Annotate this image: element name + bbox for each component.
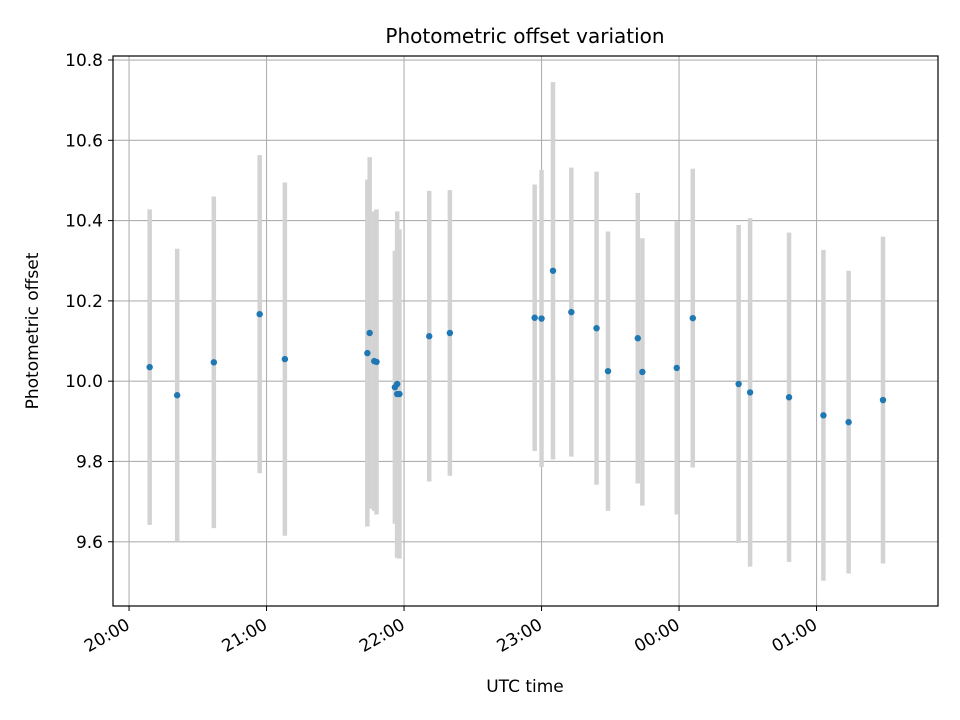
y-tick-label: 9.8 (76, 452, 103, 472)
data-point (634, 335, 641, 342)
data-point (820, 412, 827, 419)
chart-title: Photometric offset variation (385, 24, 664, 48)
data-point (281, 355, 289, 363)
plot-frame (112, 55, 939, 607)
data-point (446, 329, 454, 337)
data-point (879, 396, 887, 404)
data-point (396, 390, 403, 398)
data-point (639, 368, 646, 376)
data-point (173, 392, 181, 399)
y-axis-title: Photometric offset (23, 252, 43, 409)
data-point (531, 314, 538, 321)
data-point (549, 267, 557, 274)
y-axis-ticks: 9.6 9.8 10.0 10.2 10.4 10.6 10.8 (65, 51, 113, 553)
x-axis-title: UTC time (486, 677, 564, 697)
y-tick-label: 10.0 (65, 372, 103, 392)
data-point (364, 349, 371, 357)
y-tick-label: 9.6 (76, 533, 103, 553)
data-point (538, 315, 545, 322)
y-tick-label: 10.4 (65, 212, 103, 232)
data-point (426, 333, 433, 340)
data-point (373, 358, 380, 366)
data-point (746, 389, 754, 396)
data-point (256, 310, 263, 318)
data-point (845, 418, 852, 426)
data-point (393, 380, 401, 388)
data-point (210, 359, 218, 366)
data-point (785, 394, 793, 401)
y-tick-label: 10.8 (65, 51, 103, 71)
data-point (366, 329, 373, 337)
grid (113, 56, 938, 606)
data-points (146, 267, 887, 426)
data-point (673, 364, 680, 372)
data-point (568, 308, 575, 316)
data-point (735, 380, 742, 388)
data-point (604, 367, 612, 375)
y-tick-label: 10.6 (65, 131, 103, 151)
data-point (593, 324, 600, 332)
data-point (146, 363, 153, 371)
y-tick-label: 10.2 (65, 292, 103, 312)
data-point (689, 314, 696, 322)
